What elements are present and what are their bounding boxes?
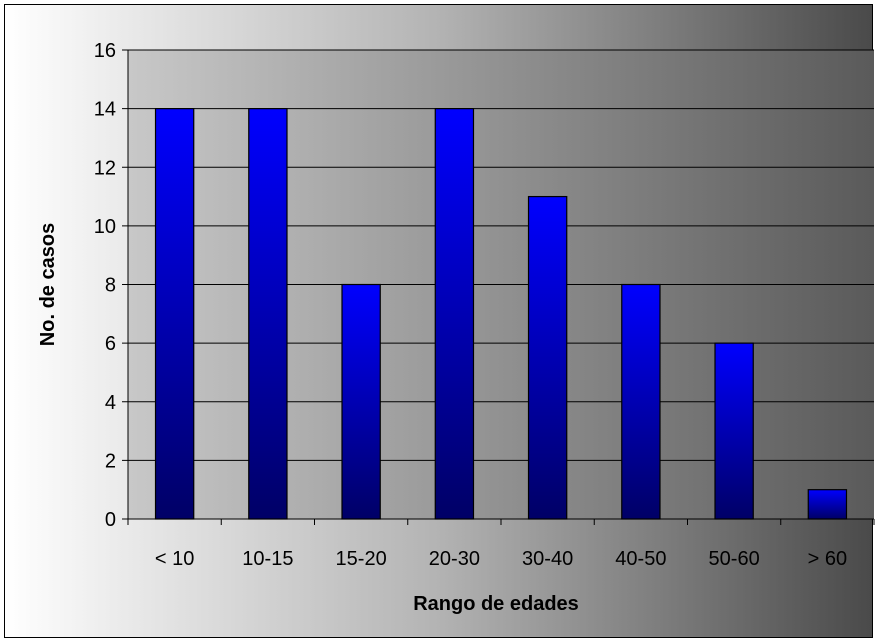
y-tick-label: 2	[105, 450, 116, 472]
bar	[248, 108, 288, 520]
y-tick-label: 12	[94, 157, 116, 179]
bars	[154, 108, 848, 520]
x-tick-label: 20-30	[429, 548, 480, 570]
y-tick-label: 14	[94, 99, 116, 121]
x-tick-label: > 60	[808, 548, 847, 570]
y-axis-title: No. de casos	[37, 223, 59, 346]
bar	[714, 342, 754, 520]
bar	[341, 283, 381, 520]
y-tick-label: 0	[105, 509, 116, 531]
y-tick-label: 8	[105, 275, 116, 297]
y-tick-label: 6	[105, 333, 116, 355]
x-tick-label: 50-60	[709, 548, 760, 570]
x-axis-title: Rango de edades	[413, 593, 579, 615]
bar	[527, 195, 568, 520]
x-tick-label: 30-40	[522, 548, 573, 570]
bar	[434, 108, 475, 520]
bar	[807, 489, 848, 520]
x-tick-label: < 10	[155, 548, 194, 570]
y-tick-label: 4	[105, 392, 116, 414]
x-tick-label: 15-20	[336, 548, 387, 570]
y-tick-label: 16	[94, 40, 116, 62]
tick-labels: 0 2 4 6 8 10 12 14 16 < 10 10-15 15-20 20-30 30-40 40-…	[94, 40, 847, 570]
bar	[154, 108, 195, 520]
x-tick-label: 40-50	[615, 548, 666, 570]
axes	[122, 49, 875, 525]
x-tick-label: 10-15	[242, 548, 293, 570]
bar	[621, 283, 661, 520]
y-tick-label: 10	[94, 216, 116, 238]
